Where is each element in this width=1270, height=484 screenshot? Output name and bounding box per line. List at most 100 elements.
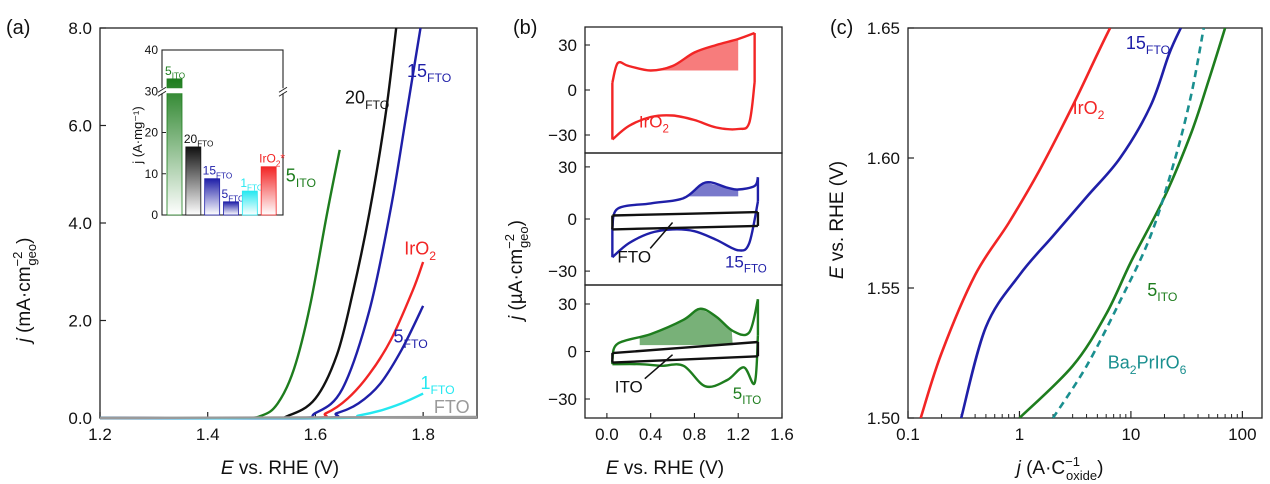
xlabel-c-sup: −1: [1065, 454, 1080, 469]
inset-bar-label: 1FTO: [240, 176, 263, 193]
x-tick-label-b: 0.8: [683, 425, 707, 444]
inset-bar-label: 15FTO: [203, 164, 233, 181]
y-tick-label-a: 8.0: [68, 19, 92, 38]
axis-break-mark: [278, 90, 288, 97]
y-tick-label-c: 1.60: [867, 149, 900, 168]
cv-lower-b: [612, 355, 758, 364]
inset-bar: [204, 178, 221, 216]
y-tick-label-a: 6.0: [68, 117, 92, 136]
axis-break-mark: [157, 86, 167, 93]
y-tick-label-b: −30: [548, 262, 577, 281]
series-label-b: IrO2: [639, 113, 669, 136]
panel-a-xlabel: E vs. RHE (V): [221, 458, 339, 479]
series-line-c: [1051, 28, 1205, 418]
xlabel-b-rest: vs. RHE (V): [619, 458, 725, 479]
pointer-line-b: [644, 354, 674, 380]
ylabel-b-close: ): [506, 220, 527, 226]
series-label-b: FTO: [617, 247, 651, 266]
x-tick-label-c: 1: [1015, 425, 1024, 444]
series-label-a: 15FTO: [407, 61, 451, 85]
cv-lower-b: [611, 82, 756, 141]
x-tick-label-c: 10: [1121, 425, 1140, 444]
shaded-area-b: [650, 39, 739, 71]
y-tick-label-a: 2.0: [68, 312, 92, 331]
axis-break-mark: [157, 90, 167, 97]
ylabel-a-unit: (mA·cm: [14, 266, 35, 338]
inset-bar-label: 5FTO: [222, 187, 245, 204]
series-label-c: Ba2PrIrO6: [1108, 353, 1187, 377]
inset-bar-label: IrO2*: [259, 152, 285, 169]
x-tick-label-b: 1.6: [770, 425, 794, 444]
series-label-a: IrO2: [404, 239, 436, 263]
y-tick-label-b: 0: [568, 343, 577, 362]
x-tick-label-a: 1.4: [196, 425, 220, 444]
y-tick-label-b: 30: [558, 295, 577, 314]
pointer-line-b: [649, 221, 674, 249]
shaded-area-b: [639, 309, 733, 346]
x-tick-label-a: 1.8: [411, 425, 435, 444]
series-line-a: [99, 305, 425, 420]
inset-bar: [241, 190, 258, 216]
panel-c: (c) 0.1 1 10 100 1.50 1.55 1.60 1.65 IrO2 15FTO 5…: [827, 17, 1263, 483]
series-label-b: ITO: [615, 378, 643, 397]
inset-bar-label: 20FTO: [184, 132, 214, 149]
inset-y-tick-label: 20: [145, 126, 159, 140]
y-tick-label-b: 30: [558, 158, 577, 177]
y-tick-label-c: 1.65: [867, 19, 900, 38]
cv-upper-b: [611, 176, 760, 229]
xlabel-c-unit: (A·C: [1021, 458, 1065, 479]
inset-bar: [185, 146, 202, 216]
panel-b-axes: 30 0 −30 30 0 −30 30 0 −30 0.0 0.4 0.8 1.2 1.6: [548, 26, 794, 444]
series-label-a: FTO: [434, 397, 470, 417]
cv-upper-b: [612, 210, 758, 217]
x-tick-label-b: 0.0: [595, 425, 619, 444]
ylabel-b-j: j: [506, 315, 527, 323]
series-line-c: [919, 28, 1112, 418]
ylabel-c-E: E: [827, 266, 848, 279]
x-tick-label-b: 1.2: [726, 425, 750, 444]
x-tick-label-c: 0.1: [896, 425, 920, 444]
ylabel-a-sub: geo: [24, 244, 39, 266]
panel-c-axes: 0.1 1 10 100 1.50 1.55 1.60 1.65: [867, 19, 1263, 444]
panel-b-xlabel: E vs. RHE (V): [606, 458, 724, 479]
shaded-area-b: [683, 182, 739, 199]
xlabel-c-sub: oxide: [1066, 468, 1097, 483]
panel-b-label: (b): [513, 17, 537, 39]
ylabel-b-unit: (µA·cm: [506, 249, 527, 316]
xlabel-a-E: E: [221, 458, 234, 479]
x-tick-label-c: 100: [1228, 425, 1256, 444]
panel-c-xlabel: j (A·C−1 oxide): [1014, 454, 1104, 483]
inset-bar-label: 5ITO: [165, 64, 185, 81]
xlabel-b-E: E: [606, 458, 619, 479]
inset-bar: [260, 166, 277, 216]
panel-a-label: (a): [6, 17, 30, 39]
panel-a-ylabel: j (mA·cm−2geo): [10, 238, 39, 346]
inset-ylabel: j (A·mg⁻¹): [130, 106, 145, 164]
ylabel-a-j: j: [14, 337, 35, 345]
inset-bar: [223, 201, 239, 216]
series-label-a: 1FTO: [420, 373, 454, 397]
panel-c-ylabel: E vs. RHE (V): [827, 161, 848, 279]
panel-a: (a) 1.2 1.4 1.6 1.80.02.04.06.08.0 5ITO20FT…: [6, 17, 478, 479]
ylabel-a-sup: −2: [10, 252, 25, 267]
inset-bar: [166, 78, 183, 216]
ylabel-b-sup: −2: [502, 234, 517, 249]
panel-b: (b) 30 0 −30 30 0 −30 30 0 −30 0.0 0.4 0.8 1.2 1.6 Ir…: [502, 17, 794, 479]
series-label-b: 5ITO: [733, 384, 762, 407]
y-tick-label-b: 0: [568, 210, 577, 229]
x-tick-label-b: 0.4: [639, 425, 663, 444]
cv-lower-b: [612, 224, 758, 231]
inset-y-tick-label: 0: [151, 208, 158, 222]
ylabel-a-close: ): [14, 238, 35, 244]
plot-frame-c: [907, 27, 1263, 419]
panel-b-plot: IrO2 FTO 15FTO ITO 5ITO: [611, 31, 767, 407]
y-tick-label-b: 30: [558, 36, 577, 55]
y-tick-label-b: −30: [548, 126, 577, 145]
inset-y-tick-label: 10: [145, 167, 159, 181]
panel-c-plot: IrO2 15FTO 5ITO Ba2PrIrO6: [919, 28, 1227, 418]
xlabel-c-j: j: [1014, 458, 1022, 479]
axis-break-mark: [278, 86, 288, 93]
axis-break-gap: [158, 88, 287, 94]
xlabel-a-rest: vs. RHE (V): [234, 458, 340, 479]
